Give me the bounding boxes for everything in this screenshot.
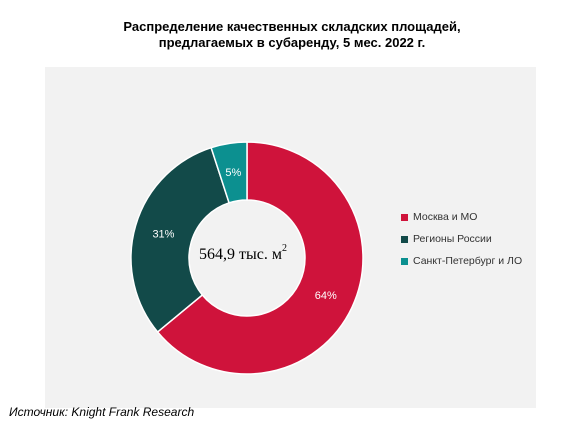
donut-slice-2 [130,146,231,333]
slice-label-1: 64% [315,290,337,302]
center-unit-superscript: 2 [281,243,287,254]
legend-swatch [401,257,408,265]
legend-label: Москва и МО [413,211,478,223]
slice-label-3: 5% [225,167,241,179]
center-value: 564,9 тыс. м [199,246,282,263]
donut-slice-1 [156,141,364,375]
donut-slice-3 [210,141,248,204]
chart-title-line1: Распределение качественных складских пло… [123,19,461,34]
legend-item-3: Санкт-Петербург и ЛО [401,250,522,272]
slice-label-2: 31% [152,229,174,241]
legend-label: Регионы России [413,233,492,245]
chart-legend: Москва и МО Регионы России Санкт-Петербург… [401,206,522,272]
donut-center-label: 564,9 тыс. м2 [183,243,303,264]
legend-item-2: Регионы России [401,228,522,250]
source-note: Источник: Knight Frank Research [9,405,195,419]
legend-swatch [401,235,408,243]
chart-title-line2: предлагаемых в субаренду, 5 мес. 2022 г. [158,35,426,50]
chart-title: Распределение качественных складских пло… [0,19,584,51]
legend-swatch [401,213,408,221]
legend-item-1: Москва и МО [401,206,522,228]
legend-label: Санкт-Петербург и ЛО [413,255,523,267]
